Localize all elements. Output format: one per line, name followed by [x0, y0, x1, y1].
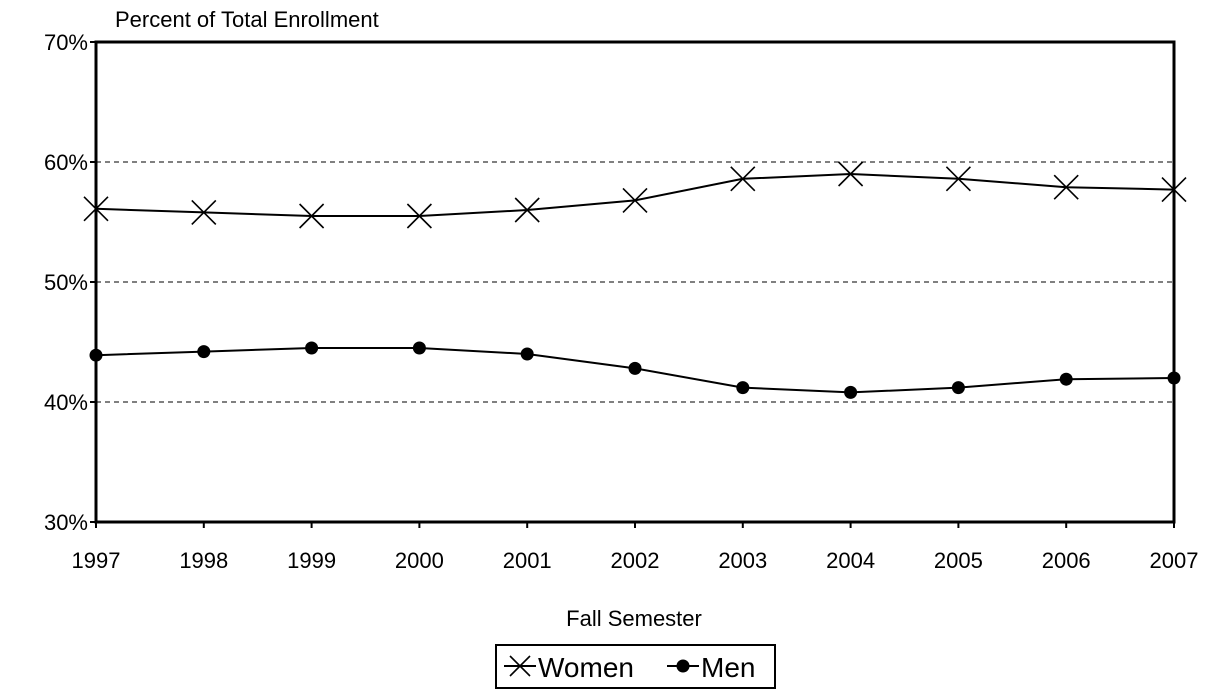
data-point-women	[1053, 174, 1079, 200]
x-tick-label: 1998	[179, 548, 228, 573]
y-tick-label: 30%	[44, 510, 88, 535]
marker-stroke	[838, 161, 864, 187]
data-point-women	[730, 166, 756, 192]
x-axis: 1997 1998 1999 2000 2001 2002 2003 2004 2005 2006…	[72, 522, 1199, 573]
marker-stroke	[83, 196, 109, 222]
marker-stroke	[514, 197, 540, 223]
data-point-women	[299, 203, 325, 229]
series-layer	[83, 161, 1187, 399]
x-axis-title: Fall Semester	[566, 606, 702, 631]
data-point-women	[83, 196, 109, 222]
legend-women-label: Women	[538, 652, 634, 683]
x-tick-label: 2000	[395, 548, 444, 573]
data-point-men	[197, 345, 211, 359]
data-point-men	[520, 347, 534, 361]
x-tick-label: 2003	[718, 548, 767, 573]
legend-women-marker-icon	[504, 655, 536, 677]
data-point-men	[412, 341, 426, 355]
data-point-women	[191, 199, 217, 225]
data-point-women	[622, 187, 648, 213]
data-point-women	[1161, 177, 1187, 203]
x-tick-label: 2005	[934, 548, 983, 573]
data-point-women	[838, 161, 864, 187]
data-point-men	[305, 341, 319, 355]
marker-stroke	[299, 203, 325, 229]
legend: Women Men	[495, 644, 776, 689]
data-point-men	[628, 361, 642, 375]
x-tick-label: 2007	[1150, 548, 1199, 573]
legend-men-marker-icon	[667, 659, 699, 673]
marker-stroke	[406, 203, 432, 229]
x-tick-label: 1997	[72, 548, 121, 573]
x-tick-label: 2001	[503, 548, 552, 573]
data-point-men	[1167, 371, 1181, 385]
data-point-women	[406, 203, 432, 229]
data-point-men	[951, 381, 965, 395]
y-tick-label: 60%	[44, 150, 88, 175]
data-point-men	[89, 348, 103, 362]
legend-box	[495, 644, 776, 689]
x-tick-label: 2002	[611, 548, 660, 573]
y-axis: 30% 40% 50% 60% 70%	[44, 30, 96, 535]
y-tick-label: 50%	[44, 270, 88, 295]
y-axis-title: Percent of Total Enrollment	[115, 7, 379, 32]
marker-stroke	[509, 655, 531, 677]
x-tick-label: 2004	[826, 548, 875, 573]
marker-stroke	[945, 166, 971, 192]
marker-stroke	[622, 187, 648, 213]
marker-stroke	[191, 199, 217, 225]
x-tick-label: 1999	[287, 548, 336, 573]
data-point-women	[514, 197, 540, 223]
y-tick-label: 70%	[44, 30, 88, 55]
data-point-women	[945, 166, 971, 192]
x-marker-icon	[509, 655, 531, 677]
data-point-men	[1059, 372, 1073, 386]
data-point-men	[844, 385, 858, 399]
data-point-men	[736, 381, 750, 395]
y-tick-label: 40%	[44, 390, 88, 415]
x-tick-label: 2006	[1042, 548, 1091, 573]
plot-area-frame	[94, 40, 1176, 524]
legend-men-label: Men	[701, 652, 755, 683]
marker-stroke	[730, 166, 756, 192]
series-line-women	[95, 172, 1175, 217]
circle-marker-icon	[676, 659, 690, 673]
marker-stroke	[1161, 177, 1187, 203]
marker-stroke	[1053, 174, 1079, 200]
